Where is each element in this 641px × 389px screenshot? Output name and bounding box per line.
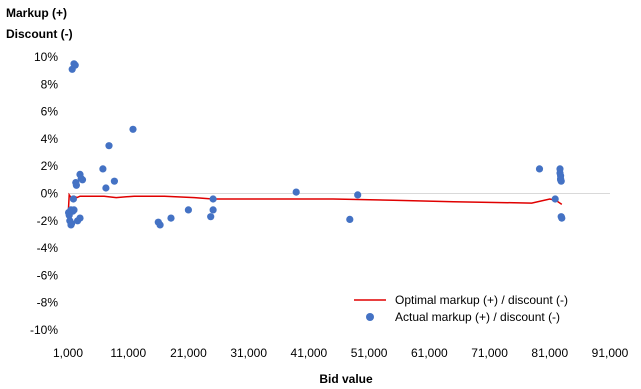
- actual-markup-point: [346, 215, 354, 223]
- x-axis-tick-labels: 1,000 11,000 21,000 31,000 41,000 51,000 61,00…: [53, 346, 629, 360]
- x-tick-label: 51,000: [351, 346, 388, 360]
- y-tick-label: -2%: [37, 214, 59, 228]
- actual-markup-point: [69, 195, 77, 203]
- y-tick-label: -6%: [37, 268, 59, 282]
- y-axis-title-line-2: Discount (-): [6, 27, 73, 41]
- actual-markup-point: [70, 60, 78, 68]
- y-axis-tick-labels: 10% 8% 6% 4% 2% 0% -2% -4% -6% -8% -10%: [30, 50, 58, 337]
- x-tick-label: 21,000: [170, 346, 207, 360]
- actual-markup-point: [354, 191, 362, 199]
- x-tick-label: 31,000: [230, 346, 267, 360]
- x-tick-label: 81,000: [531, 346, 568, 360]
- legend-optimal-label: Optimal markup (+) / discount (-): [395, 293, 568, 307]
- x-axis-title: Bid value: [319, 372, 373, 386]
- actual-markup-point: [292, 188, 300, 196]
- y-tick-label: -4%: [37, 241, 59, 255]
- y-tick-label: 4%: [41, 132, 59, 146]
- y-tick-label: -8%: [37, 296, 59, 310]
- x-tick-label: 61,000: [411, 346, 448, 360]
- actual-markup-point: [102, 184, 110, 192]
- y-tick-label: 10%: [34, 50, 58, 64]
- y-tick-label: 0%: [41, 187, 59, 201]
- actual-markup-point: [72, 181, 80, 189]
- actual-markup-point: [209, 195, 217, 203]
- x-tick-label: 71,000: [471, 346, 508, 360]
- actual-markup-point: [70, 206, 78, 214]
- x-tick-label: 11,000: [110, 346, 146, 360]
- legend-actual-dot-swatch: [366, 313, 374, 321]
- actual-markup-point: [207, 213, 215, 221]
- actual-markup-point: [105, 142, 113, 150]
- y-tick-label: 6%: [41, 105, 59, 119]
- y-tick-label: 8%: [41, 77, 59, 91]
- legend-actual-label: Actual markup (+) / discount (-): [395, 310, 560, 324]
- actual-markup-point: [65, 211, 73, 219]
- y-tick-label: -10%: [30, 323, 58, 337]
- actual-markup-point: [78, 176, 87, 184]
- actual-markup-point: [76, 214, 84, 222]
- actual-markup-point: [110, 177, 118, 185]
- actual-markup-point: [156, 221, 164, 229]
- actual-markup-point: [557, 177, 565, 185]
- actual-markup-point: [535, 165, 544, 173]
- actual-markup-point: [99, 165, 107, 173]
- x-tick-label: 91,000: [592, 346, 629, 360]
- actual-markup-point: [184, 206, 192, 214]
- actual-markup-point: [67, 221, 75, 229]
- x-tick-label: 41,000: [291, 346, 328, 360]
- x-tick-label: 1,000: [53, 346, 83, 360]
- y-axis-title-line-1: Markup (+): [6, 6, 67, 20]
- actual-markup-points: [65, 60, 566, 229]
- actual-markup-point: [551, 195, 559, 203]
- actual-markup-point: [557, 213, 565, 221]
- actual-markup-point: [209, 206, 217, 214]
- actual-markup-point: [129, 125, 137, 133]
- legend: Optimal markup (+) / discount (-) Actual…: [354, 293, 568, 324]
- y-tick-label: 2%: [41, 159, 59, 173]
- actual-markup-point: [167, 214, 175, 222]
